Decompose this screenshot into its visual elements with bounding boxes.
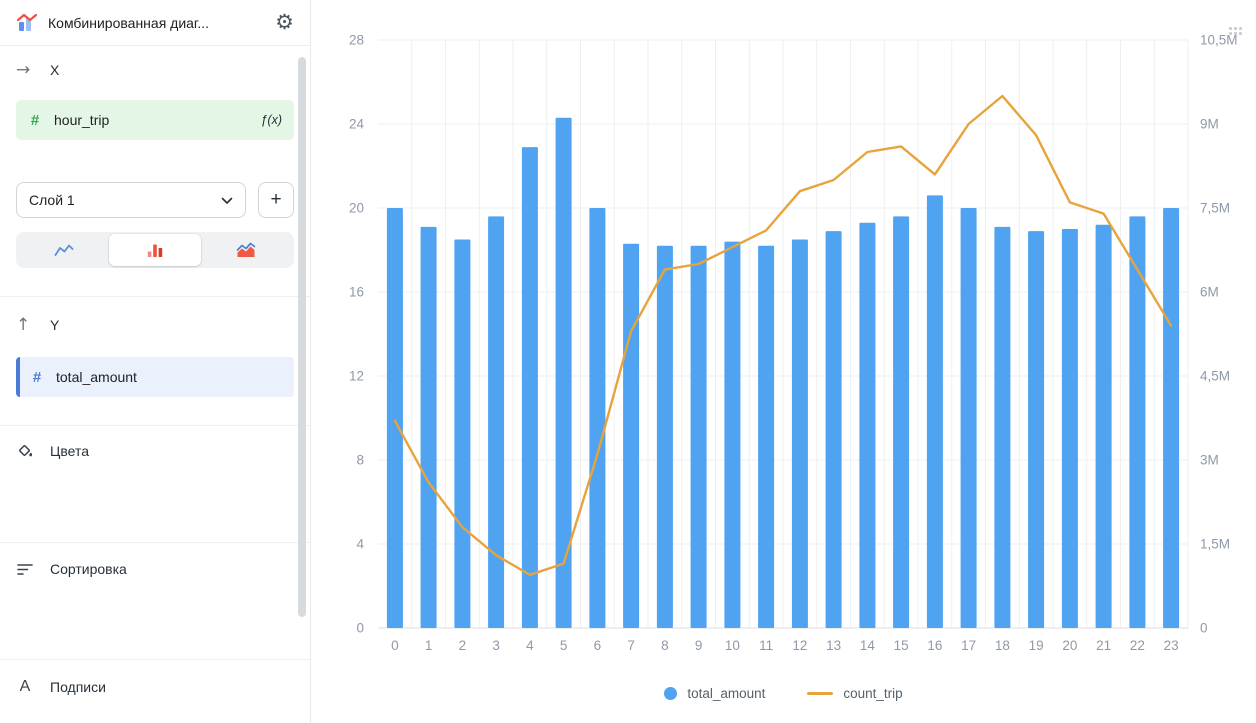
drag-dots-icon — [1229, 27, 1244, 37]
svg-text:4: 4 — [356, 537, 364, 552]
line-chart-icon — [54, 244, 74, 256]
legend-marker-line — [807, 692, 834, 695]
x-axis-section-label: X — [50, 62, 60, 78]
svg-text:0: 0 — [391, 638, 399, 653]
sort-icon — [16, 561, 34, 577]
divider — [0, 296, 310, 297]
svg-text:23: 23 — [1164, 638, 1179, 653]
svg-text:16: 16 — [349, 285, 364, 300]
svg-text:9M: 9M — [1200, 117, 1219, 132]
svg-text:17: 17 — [961, 638, 976, 653]
sidebar: Комбинированная диаг... ⚙ → X # hour_tri… — [0, 0, 311, 723]
svg-text:0: 0 — [356, 621, 364, 636]
colors-section[interactable]: Цвета — [0, 426, 310, 542]
line-chart-type-button[interactable] — [18, 234, 109, 266]
layer-select[interactable]: Слой 1 — [16, 182, 246, 218]
layer-select-value: Слой 1 — [29, 192, 75, 208]
add-layer-button[interactable]: + — [258, 182, 294, 218]
legend-marker-dot — [664, 687, 678, 700]
number-field-icon: # — [30, 111, 40, 129]
y-axis-section-label: Y — [50, 317, 60, 333]
x-axis-section-header: → X — [16, 56, 294, 84]
combo-chart-logo-icon — [16, 12, 38, 34]
chart-legend: total_amount count_trip — [311, 686, 1256, 701]
area-chart-type-button[interactable] — [201, 234, 292, 266]
labels-letter-icon: A — [19, 678, 31, 695]
sorting-section[interactable]: Сортировка — [0, 543, 310, 659]
svg-text:3M: 3M — [1200, 453, 1219, 468]
svg-text:24: 24 — [349, 117, 365, 132]
legend-item-count-trip[interactable]: count_trip — [807, 686, 903, 701]
combo-chart[interactable]: 0 4 8 12 16 20 24 28 0 1,5M 3M 4,5M 6M 7,5M 9M 10,5M 0 1 2… — [311, 0, 1256, 723]
svg-text:3: 3 — [492, 638, 500, 653]
svg-text:12: 12 — [349, 369, 364, 384]
svg-text:19: 19 — [1029, 638, 1044, 653]
svg-text:21: 21 — [1096, 638, 1111, 653]
chevron-down-icon — [221, 192, 233, 208]
formula-icon[interactable]: ƒ(x) — [260, 113, 282, 127]
legend-item-total-amount[interactable]: total_amount — [664, 686, 765, 701]
svg-text:4,5M: 4,5M — [1200, 369, 1230, 384]
arrow-up-icon: ↑ — [16, 315, 31, 335]
svg-text:10,5M: 10,5M — [1200, 33, 1238, 48]
sidebar-scrollbar[interactable] — [298, 57, 306, 617]
svg-text:5: 5 — [560, 638, 568, 653]
svg-text:28: 28 — [349, 33, 364, 48]
divider — [0, 425, 310, 426]
svg-text:18: 18 — [995, 638, 1010, 653]
svg-text:7: 7 — [627, 638, 635, 653]
chart-title: Комбинированная диаг... — [48, 14, 209, 31]
sorting-label: Сортировка — [50, 561, 127, 577]
svg-text:6: 6 — [594, 638, 602, 653]
field-chip-total-amount[interactable]: # total_amount — [16, 357, 294, 397]
legend-label-total-amount: total_amount — [687, 686, 766, 701]
arrow-right-icon: → — [16, 60, 31, 80]
divider — [0, 659, 310, 660]
labels-label: Подписи — [50, 679, 106, 695]
paint-bucket-icon — [16, 442, 34, 460]
svg-text:12: 12 — [792, 638, 807, 653]
chart-panel: 0 4 8 12 16 20 24 28 0 1,5M 3M 4,5M 6M 7,5M 9M 10,5M 0 1 2… — [311, 0, 1256, 723]
svg-text:20: 20 — [1062, 638, 1077, 653]
svg-text:2: 2 — [459, 638, 467, 653]
svg-text:20: 20 — [349, 201, 364, 216]
y-field-name: total_amount — [56, 369, 137, 385]
svg-text:6M: 6M — [1200, 285, 1219, 300]
y-axis-section-header: ↑ Y — [16, 311, 294, 339]
svg-text:14: 14 — [860, 638, 876, 653]
x-field-name: hour_trip — [54, 112, 110, 128]
svg-text:16: 16 — [927, 638, 942, 653]
svg-text:0: 0 — [1200, 621, 1208, 636]
svg-text:8: 8 — [356, 453, 364, 468]
y-axis-section: ↑ Y # total_amount — [0, 297, 310, 425]
gear-icon[interactable]: ⚙ — [275, 10, 294, 34]
svg-text:7,5M: 7,5M — [1200, 201, 1230, 216]
svg-text:9: 9 — [695, 638, 703, 653]
x-axis-section: → X # hour_trip ƒ(x) — [0, 46, 310, 154]
colors-label: Цвета — [50, 443, 89, 459]
legend-label-count-trip: count_trip — [843, 686, 903, 701]
number-field-icon: # — [32, 368, 42, 386]
layer-section: Слой 1 + — [0, 154, 310, 296]
svg-text:1,5M: 1,5M — [1200, 537, 1230, 552]
svg-text:1: 1 — [425, 638, 433, 653]
svg-text:10: 10 — [725, 638, 740, 653]
area-chart-icon — [236, 242, 256, 257]
labels-section[interactable]: A Подписи — [0, 660, 310, 723]
svg-text:4: 4 — [526, 638, 534, 653]
field-chip-hour-trip[interactable]: # hour_trip ƒ(x) — [16, 100, 294, 140]
svg-text:8: 8 — [661, 638, 669, 653]
bar-chart-type-button[interactable] — [109, 234, 201, 266]
chart-type-switcher — [16, 232, 294, 268]
svg-text:15: 15 — [894, 638, 909, 653]
bar-chart-icon — [147, 244, 163, 257]
svg-text:13: 13 — [826, 638, 841, 653]
svg-text:22: 22 — [1130, 638, 1145, 653]
sidebar-header: Комбинированная диаг... ⚙ — [0, 0, 310, 46]
divider — [0, 542, 310, 543]
svg-text:11: 11 — [759, 638, 773, 653]
